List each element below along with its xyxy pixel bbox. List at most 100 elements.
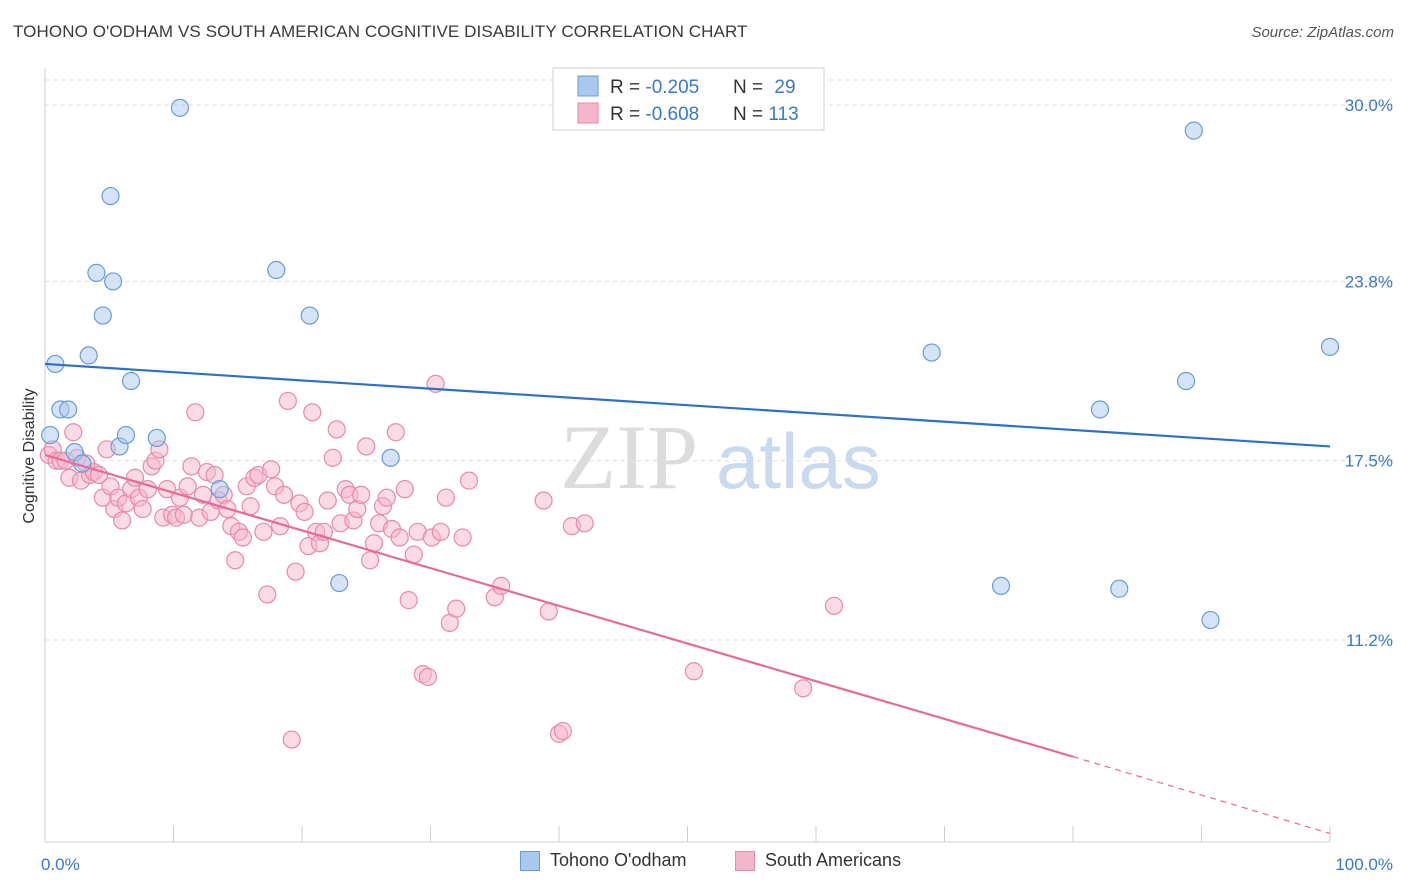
data-point-tohono-oodham — [101, 186, 120, 206]
legend-label-tohono: Tohono O'odham — [550, 850, 687, 870]
data-point-south-americans — [258, 585, 277, 604]
data-point-south-americans — [303, 403, 322, 422]
data-point-tohono-oodham — [121, 371, 141, 391]
legend-r-label: R = — [610, 77, 645, 98]
data-point-south-americans — [226, 551, 245, 570]
data-point-south-americans — [233, 528, 252, 547]
data-point-south-americans — [241, 497, 260, 516]
source-credit: Source: ZipAtlas.com — [1251, 24, 1394, 41]
y-tick-label: 11.2% — [1346, 631, 1393, 650]
data-point-south-americans — [418, 667, 438, 687]
data-point-tohono-oodham — [922, 343, 941, 362]
data-point-tohono-oodham — [1176, 371, 1196, 391]
data-point-south-americans — [386, 423, 405, 442]
data-point-south-americans — [377, 488, 396, 507]
data-point-tohono-oodham — [1184, 121, 1203, 140]
data-point-south-americans — [824, 596, 844, 615]
legend-n-label: N = — [733, 77, 768, 98]
data-point-south-americans — [133, 499, 152, 519]
data-point-tohono-oodham — [1201, 610, 1220, 630]
trend-line-extension-south-americans — [1072, 756, 1331, 835]
svg-text:R = -0.608: R = -0.608 — [610, 104, 699, 125]
data-point-south-americans — [318, 491, 337, 510]
data-point-tohono-oodham — [104, 272, 123, 291]
y-tick-label: 30.0% — [1345, 96, 1393, 115]
data-point-south-americans — [361, 551, 380, 570]
data-point-south-americans — [447, 599, 466, 618]
data-point-south-americans — [327, 420, 346, 439]
data-point-south-americans — [575, 514, 594, 533]
data-point-south-americans — [282, 730, 301, 749]
data-point-tohono-oodham — [116, 425, 136, 445]
y-tick-label: 23.8% — [1345, 272, 1393, 291]
legend-r-value: -0.608 — [645, 104, 699, 125]
data-point-tohono-oodham — [41, 425, 60, 445]
trend-lines — [44, 362, 1331, 835]
legend-swatch-blue — [520, 850, 540, 871]
data-point-south-americans — [794, 679, 813, 698]
data-point-tohono-oodham — [59, 400, 78, 419]
data-point-south-americans — [274, 485, 294, 504]
legend-r-value: -0.205 — [645, 77, 699, 98]
svg-text:R = -0.205: R = -0.205 — [610, 77, 699, 98]
data-point-south-americans — [534, 491, 553, 510]
data-point-tohono-oodham — [267, 260, 286, 280]
svg-text:N = 29: N = 29 — [733, 77, 796, 98]
data-point-tohono-oodham — [330, 573, 349, 593]
data-point-south-americans — [254, 522, 273, 541]
data-point-south-americans — [323, 448, 342, 467]
series-south-americans — [39, 374, 844, 749]
y-tick-label: 17.5% — [1345, 452, 1393, 471]
x-tick-label: 0.0% — [41, 855, 80, 874]
data-point-south-americans — [390, 528, 409, 547]
legend-swatch-blue — [577, 75, 599, 97]
legend-box: R = -0.205 N = 29 R = -0.608 N = 113 — [552, 67, 825, 131]
legend-swatch-pink — [577, 102, 599, 124]
data-point-tohono-oodham — [87, 263, 106, 282]
data-point-south-americans — [459, 471, 479, 490]
y-tick-labels: 11.2% 17.5% 23.8% 30.0% — [1345, 96, 1393, 650]
data-point-south-americans — [112, 511, 132, 530]
y-axis-label: Cognitive Disability — [21, 388, 38, 523]
legend-r-label: R = — [610, 104, 645, 125]
watermark-zip: ZIP — [560, 406, 698, 508]
watermark-atlas: atlas — [716, 417, 881, 505]
data-point-tohono-oodham — [210, 480, 229, 499]
x-tick-labels: 0.0% 100.0% — [41, 855, 1393, 874]
data-point-tohono-oodham — [1090, 400, 1110, 419]
gridlines — [45, 79, 1393, 641]
bottom-legend-item-south-americans: South Americans — [735, 850, 901, 871]
data-point-south-americans — [395, 480, 414, 499]
data-point-south-americans — [182, 457, 201, 476]
legend-n-value: 29 — [774, 77, 795, 98]
bottom-legend: Tohono O'odham South Americans — [0, 850, 1406, 878]
data-point-tohono-oodham — [1110, 579, 1129, 598]
data-point-south-americans — [357, 437, 376, 456]
data-point-tohono-oodham — [991, 576, 1011, 595]
data-point-south-americans — [64, 423, 83, 442]
data-point-south-americans — [492, 576, 511, 595]
data-point-south-americans — [178, 477, 197, 496]
data-point-tohono-oodham — [147, 428, 166, 448]
data-point-tohono-oodham — [381, 448, 400, 467]
data-point-south-americans — [295, 502, 314, 522]
watermark: ZIP atlas — [560, 406, 881, 508]
x-tick-label: 100.0% — [1335, 855, 1393, 874]
data-point-south-americans — [684, 662, 704, 681]
data-point-tohono-oodham — [300, 306, 319, 325]
data-point-south-americans — [278, 391, 297, 411]
data-point-south-americans — [262, 460, 281, 479]
data-point-south-americans — [431, 522, 450, 541]
trend-line-south-americans — [44, 453, 1074, 758]
data-point-tohono-oodham — [79, 346, 98, 365]
data-point-south-americans — [436, 488, 456, 507]
chart-title: TOHONO O'ODHAM VS SOUTH AMERICAN COGNITI… — [13, 22, 748, 41]
data-point-tohono-oodham — [1320, 337, 1340, 356]
data-point-tohono-oodham — [93, 306, 112, 325]
legend-n-value: 113 — [768, 104, 798, 125]
legend-swatch-pink — [735, 850, 755, 871]
trend-line-tohono-oodham — [44, 362, 1331, 448]
data-point-south-americans — [352, 485, 371, 504]
data-point-south-americans — [399, 591, 418, 610]
